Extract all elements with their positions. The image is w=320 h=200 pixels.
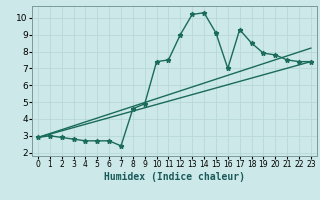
- X-axis label: Humidex (Indice chaleur): Humidex (Indice chaleur): [104, 172, 245, 182]
